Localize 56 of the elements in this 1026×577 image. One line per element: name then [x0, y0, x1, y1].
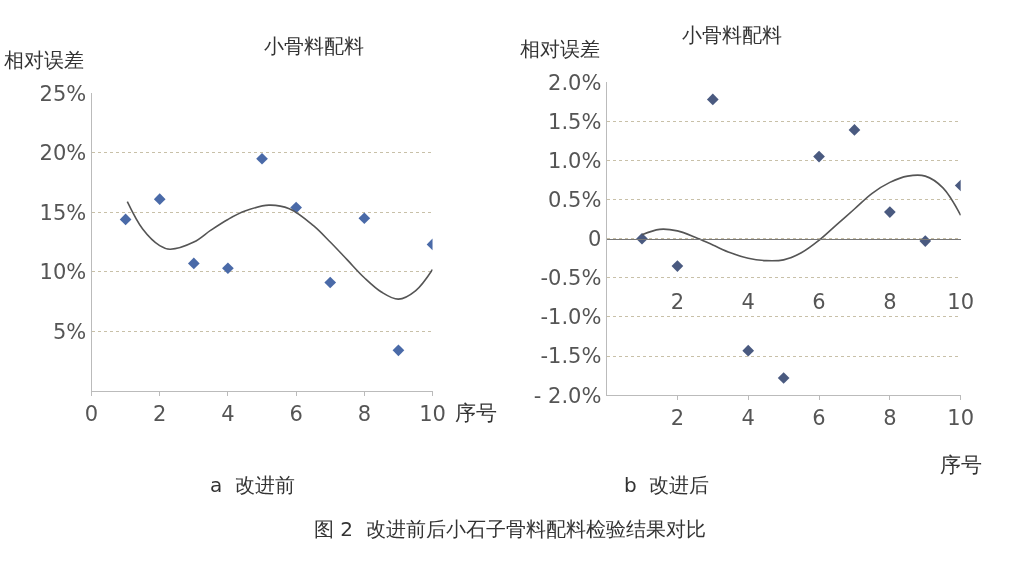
y-tick-label: 10% [39, 260, 87, 285]
point [813, 150, 825, 163]
x-axis-title: 序号 [455, 401, 497, 425]
x2-tick-label: 4 [741, 289, 755, 314]
point [884, 206, 896, 218]
x2-tick-label: 6 [812, 289, 826, 314]
point [919, 235, 932, 247]
line-series [126, 200, 433, 300]
x2-tick-label: 2 [670, 289, 685, 314]
y-tick-label: 25% [39, 81, 87, 106]
y-tick-label: -1.5% [540, 344, 602, 369]
y-tick-label: 20% [39, 141, 87, 166]
point [706, 93, 719, 106]
x2-tick-label: 10 [947, 289, 975, 314]
point [256, 152, 268, 165]
text: b 改进后 [624, 473, 710, 497]
point [153, 193, 166, 206]
y-tick-label: 1.5% [548, 109, 602, 134]
x2-tick-label: 8 [883, 289, 897, 314]
x-axis-title: 序号 [940, 453, 982, 477]
caption: 图 2 改进前后小石子骨料配料检验结果对比 [314, 517, 706, 541]
x-tick-label: 2 [153, 402, 167, 427]
x-tick-label: 6 [812, 406, 826, 431]
chart-title: 小骨料配料 [264, 34, 364, 58]
point [290, 201, 302, 214]
y-tick-label: 2.0% [548, 70, 602, 95]
x-tick-label: 8 [883, 406, 897, 431]
point [392, 344, 405, 357]
point [742, 344, 755, 357]
y-tick-label: 0.5% [548, 187, 602, 212]
x-tick-label: 4 [741, 406, 755, 431]
point [324, 276, 337, 289]
y-tick-label: 0 [588, 227, 602, 252]
x-tick-label: 10 [419, 402, 446, 427]
point [119, 213, 132, 226]
point [671, 260, 684, 272]
x-tick-label: 2 [670, 406, 685, 431]
point [848, 124, 861, 136]
y-tick-label: 5% [52, 319, 87, 344]
point [187, 257, 200, 270]
y-tick-label: - 2.0% [533, 383, 602, 408]
y-tick-label: 1.0% [548, 148, 602, 173]
chart-title: 小骨料配料 [682, 23, 782, 47]
x-tick-label: 6 [289, 402, 303, 427]
x-tick-label: 4 [221, 402, 235, 427]
y-tick-label: 15% [39, 200, 87, 225]
point [358, 212, 371, 225]
point [222, 262, 234, 275]
y-tick-label: -0.5% [540, 266, 602, 291]
y-axis-title: 相对误差 [4, 48, 84, 72]
y-axis-title: 相对误差 [520, 37, 600, 61]
y-tick-label: -1.0% [540, 305, 602, 330]
text: a 改进前 [210, 473, 295, 497]
x-tick-label: 10 [947, 406, 975, 431]
x-tick-label: 8 [357, 402, 372, 427]
point [777, 372, 790, 384]
